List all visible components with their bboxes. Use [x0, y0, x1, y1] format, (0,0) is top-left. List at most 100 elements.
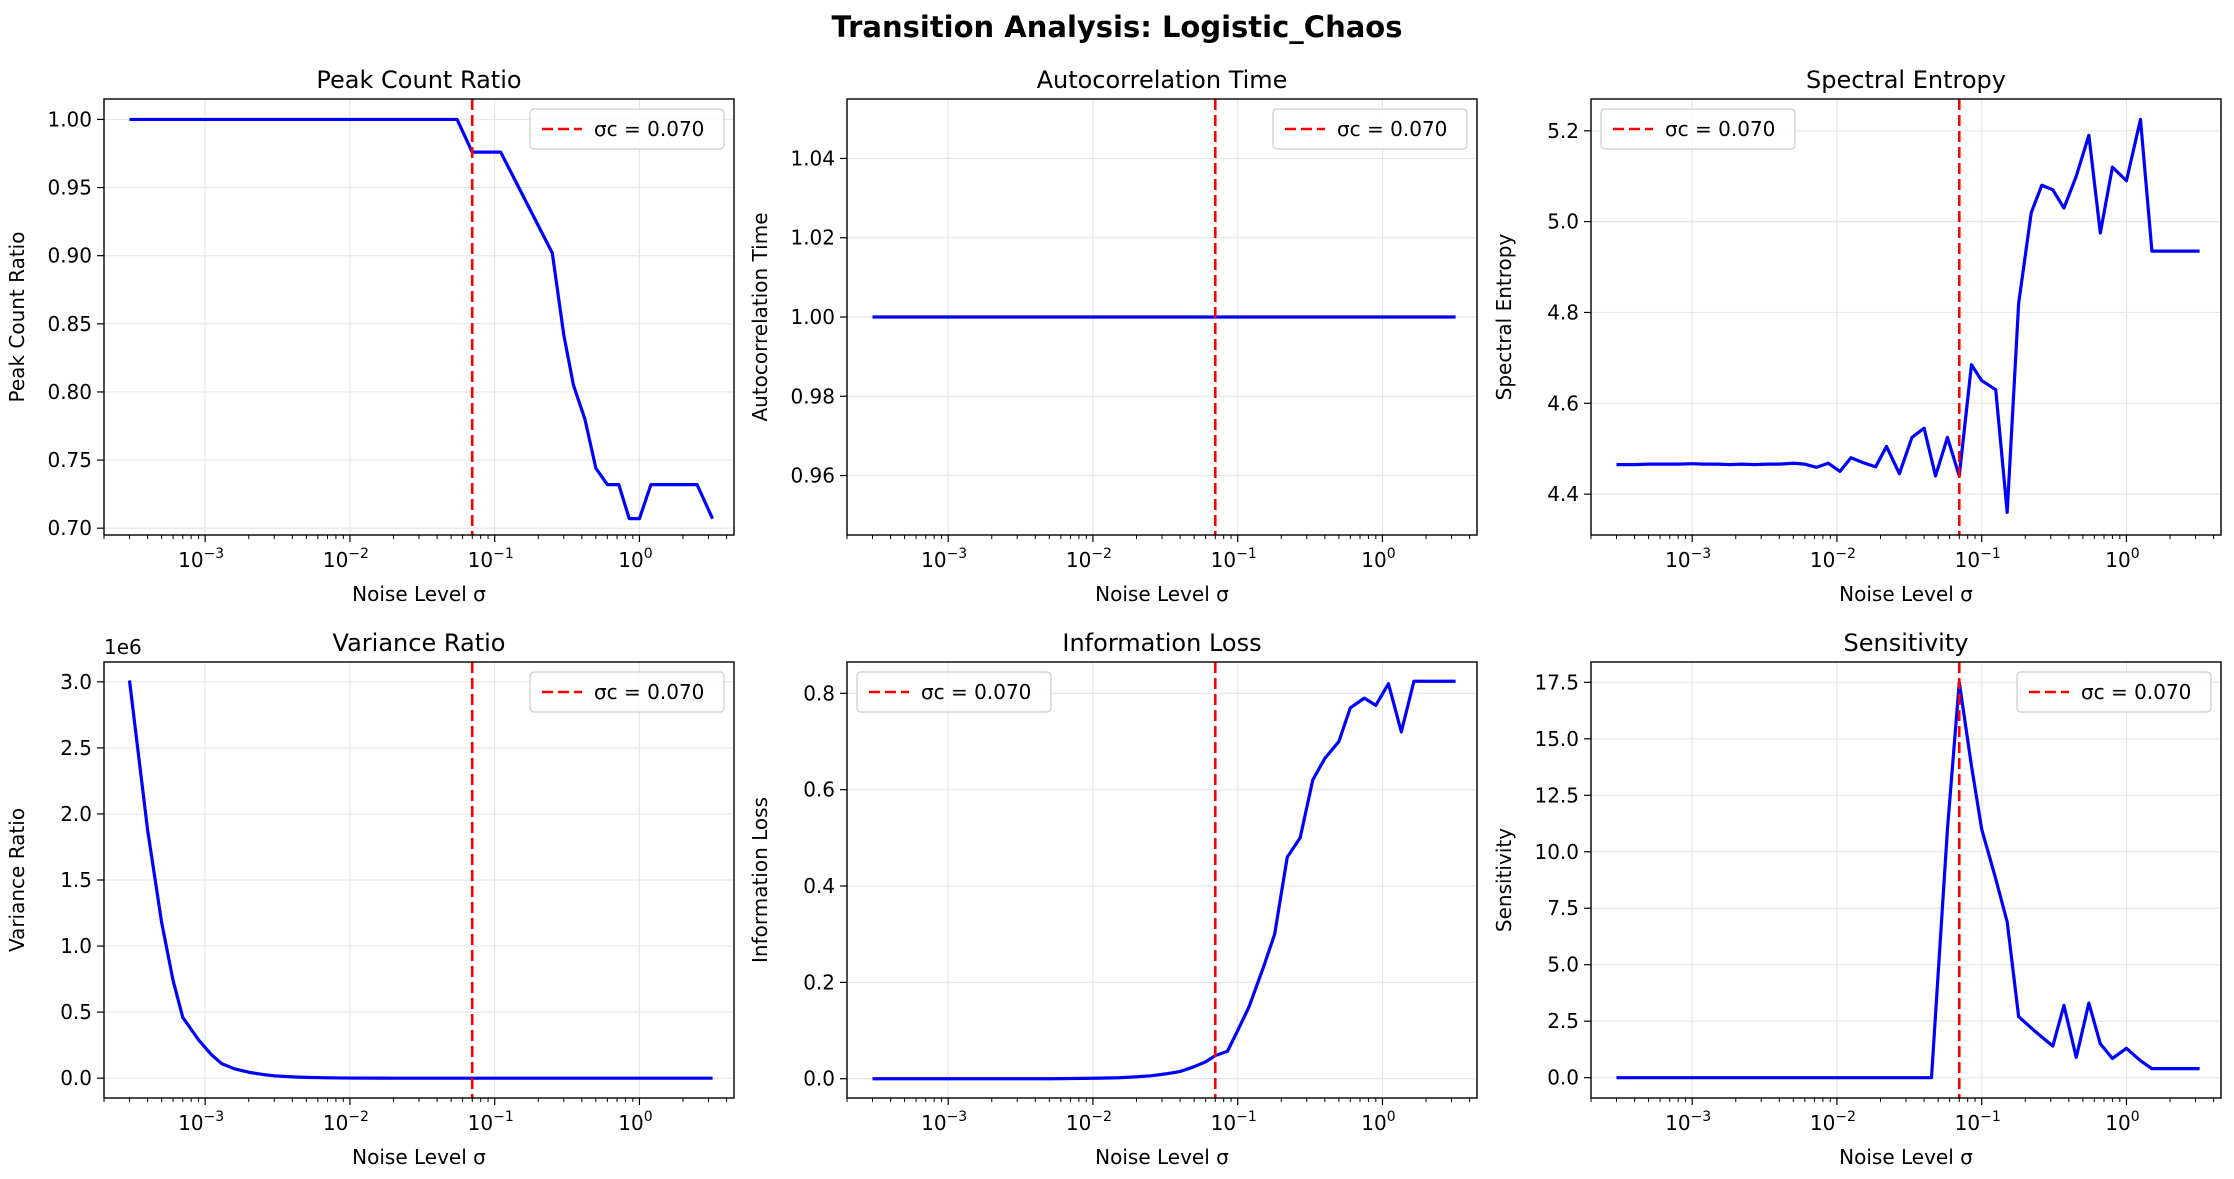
legend-box [1272, 108, 1468, 150]
panel-title: Sensitivity [1844, 629, 1969, 657]
x-tick-exponent: 0 [1387, 1109, 1396, 1125]
series-line [872, 679, 1456, 1081]
x-tick-exponent: 0 [1387, 546, 1396, 562]
y-multiplier: 1e6 [104, 635, 142, 659]
x-tick-base: 10 [618, 1111, 643, 1135]
x-tick-exponent: −1 [1236, 1109, 1257, 1125]
x-tick-label: 10−1 [1955, 1109, 2001, 1135]
y-tick-label: 0.75 [47, 448, 92, 472]
x-tick-exponent: 0 [2131, 546, 2140, 562]
y-tick-label: 0.0 [803, 1067, 835, 1091]
x-tick-base: 10 [1361, 1111, 1386, 1135]
y-tick-label: 0.95 [47, 176, 92, 200]
y-tick-label: 7.5 [1547, 896, 1579, 920]
legend-box [529, 108, 725, 150]
x-tick-base: 10 [1066, 1111, 1091, 1135]
x-tick-exponent: −2 [348, 1109, 369, 1125]
series-line [129, 117, 715, 521]
x-tick-base: 10 [1361, 548, 1386, 572]
y-axis-label: Sensitivity [1492, 828, 1516, 932]
legend: σc = 0.070 [1272, 108, 1468, 150]
x-tick-label: 100 [618, 546, 652, 572]
panel-5: 10−3 10−2 10−1 1000.00.20.40.60.8Informatio… [748, 629, 1478, 1169]
x-tick-base: 10 [468, 548, 493, 572]
legend-label: σc = 0.070 [1665, 117, 1775, 141]
y-tick-label: 15.0 [1534, 727, 1579, 751]
y-tick-label: 2.5 [1547, 1009, 1579, 1033]
y-tick-label: 4.8 [1547, 300, 1579, 324]
y-tick-label: 0.2 [803, 970, 835, 994]
panel-title: Peak Count Ratio [316, 66, 521, 94]
legend-box [2016, 671, 2212, 713]
x-tick-label: 10−2 [1066, 546, 1112, 572]
x-tick-base: 10 [1810, 548, 1835, 572]
x-tick-exponent: −3 [204, 546, 225, 562]
panel-title: Spectral Entropy [1806, 66, 2006, 94]
x-tick-exponent: −2 [1835, 546, 1856, 562]
y-axis-label: Autocorrelation Time [748, 212, 772, 421]
x-tick-label: 10−2 [323, 546, 369, 572]
x-tick-base: 10 [178, 1111, 203, 1135]
x-tick-base: 10 [1810, 1111, 1835, 1135]
y-tick-label: 5.2 [1547, 119, 1579, 143]
panel-6: 10−3 10−2 10−1 1000.02.55.07.510.012.515.01… [1492, 629, 2222, 1169]
legend-box [1600, 108, 1796, 150]
y-tick-label: 1.5 [60, 868, 92, 892]
y-tick-label: 0.98 [790, 384, 835, 408]
axes-frame [103, 98, 735, 536]
x-tick-label: 10−1 [1955, 546, 2001, 572]
y-axis-label: Variance Ratio [5, 808, 29, 952]
x-axis-label: Noise Level σ [1095, 1145, 1229, 1169]
legend: σc = 0.070 [2016, 671, 2212, 713]
x-tick-exponent: −1 [1980, 1109, 2001, 1125]
panel-2: 10−3 10−2 10−1 1000.960.981.001.021.04Autoc… [748, 66, 1478, 606]
y-axis-label: Spectral Entropy [1492, 234, 1516, 401]
x-tick-base: 10 [1665, 548, 1690, 572]
x-tick-label: 10−3 [1665, 546, 1711, 572]
x-tick-base: 10 [323, 548, 348, 572]
panel-1: 10−3 10−2 10−1 1000.700.750.800.850.900.951… [5, 66, 735, 606]
y-tick-label: 0.6 [803, 778, 835, 802]
y-tick-label: 5.0 [1547, 210, 1579, 234]
x-tick-label: 10−3 [178, 1109, 224, 1135]
x-tick-label: 100 [2105, 1109, 2139, 1135]
x-axis-label: Noise Level σ [352, 582, 486, 606]
y-tick-label: 0.5 [60, 1000, 92, 1024]
y-tick-label: 10.0 [1534, 840, 1579, 864]
y-tick-label: 1.0 [60, 934, 92, 958]
x-tick-base: 10 [1955, 1111, 1980, 1135]
x-tick-exponent: −1 [1980, 546, 2001, 562]
y-tick-label: 1.00 [790, 305, 835, 329]
y-tick-label: 1.02 [790, 226, 835, 250]
x-tick-exponent: −2 [1091, 1109, 1112, 1125]
x-axis-label: Noise Level σ [1095, 582, 1229, 606]
y-tick-label: 0.70 [47, 516, 92, 540]
legend-label: σc = 0.070 [921, 680, 1031, 704]
x-tick-exponent: −3 [947, 546, 968, 562]
y-tick-label: 0.85 [47, 312, 92, 336]
y-tick-label: 0.96 [790, 464, 835, 488]
legend-box [529, 671, 725, 713]
axes-frame [846, 98, 1478, 536]
x-axis-label: Noise Level σ [1839, 582, 1973, 606]
series-line [1616, 117, 2200, 514]
y-tick-label: 0.90 [47, 244, 92, 268]
figure-title: Transition Analysis: Logistic_Chaos [832, 10, 1403, 44]
y-tick-label: 0.4 [803, 874, 835, 898]
x-tick-base: 10 [2105, 548, 2130, 572]
x-tick-exponent: −2 [1835, 1109, 1856, 1125]
y-tick-label: 12.5 [1534, 783, 1579, 807]
x-tick-label: 100 [1361, 546, 1395, 572]
x-tick-label: 10−3 [921, 546, 967, 572]
x-tick-base: 10 [1211, 1111, 1236, 1135]
axes-frame [846, 661, 1478, 1099]
x-tick-base: 10 [1211, 548, 1236, 572]
x-tick-label: 100 [1361, 1109, 1395, 1135]
x-tick-label: 10−3 [1665, 1109, 1711, 1135]
x-tick-label: 100 [2105, 546, 2139, 572]
y-tick-label: 2.0 [60, 802, 92, 826]
axes-frame [103, 661, 735, 1099]
